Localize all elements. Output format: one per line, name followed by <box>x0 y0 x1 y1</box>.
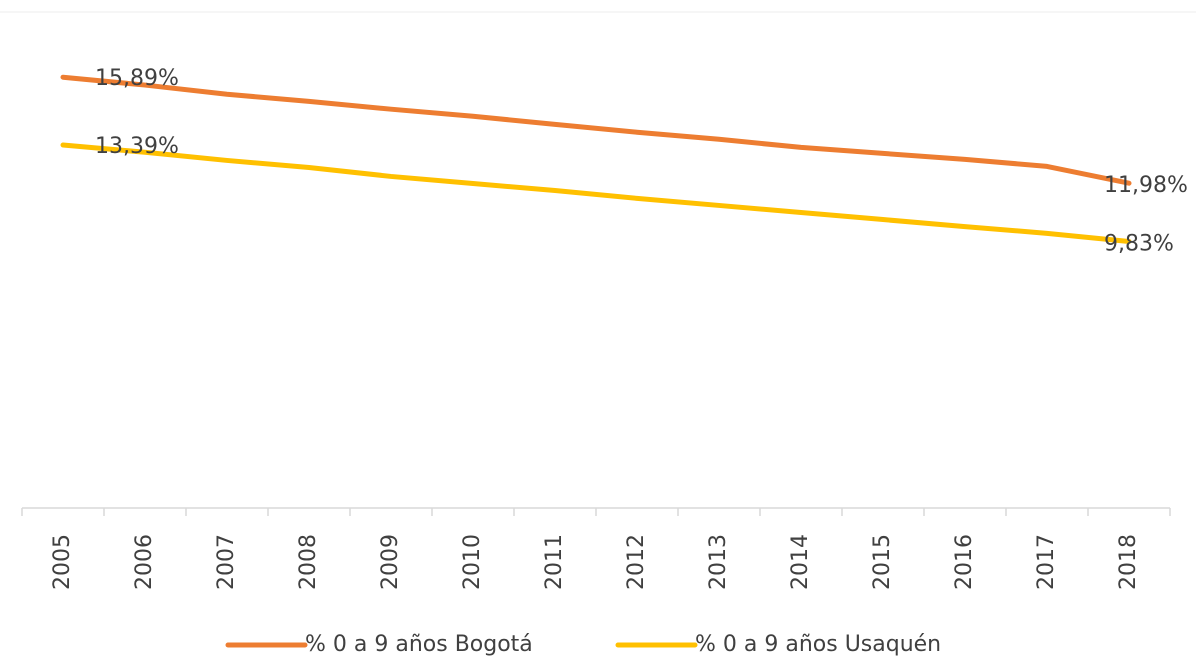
data-label: 13,39% <box>95 134 179 159</box>
x-tick-label: 2011 <box>542 534 567 590</box>
x-tick-label: 2008 <box>296 534 321 590</box>
data-label: 15,89% <box>95 66 179 91</box>
data-label: 9,83% <box>1104 231 1174 256</box>
x-tick-label: 2015 <box>870 534 895 590</box>
x-tick-label: 2014 <box>788 534 813 590</box>
series-line <box>60 74 1132 186</box>
x-tick-label: 2005 <box>50 534 75 590</box>
x-tick-label: 2009 <box>378 534 403 590</box>
x-tick-label: 2006 <box>132 534 157 590</box>
x-tick-label: 2012 <box>624 534 649 590</box>
legend-label: % 0 a 9 años Bogotá <box>305 632 533 657</box>
x-tick-label: 2007 <box>214 534 239 590</box>
x-tick-label: 2010 <box>460 534 485 590</box>
legend-label: % 0 a 9 años Usaquén <box>695 632 941 657</box>
x-tick-label: 2017 <box>1034 534 1059 590</box>
x-tick-label: 2018 <box>1116 534 1141 590</box>
x-tick-label: 2013 <box>706 534 731 590</box>
data-label: 11,98% <box>1104 173 1188 198</box>
series-line <box>60 142 1132 244</box>
x-tick-label: 2016 <box>952 534 977 590</box>
